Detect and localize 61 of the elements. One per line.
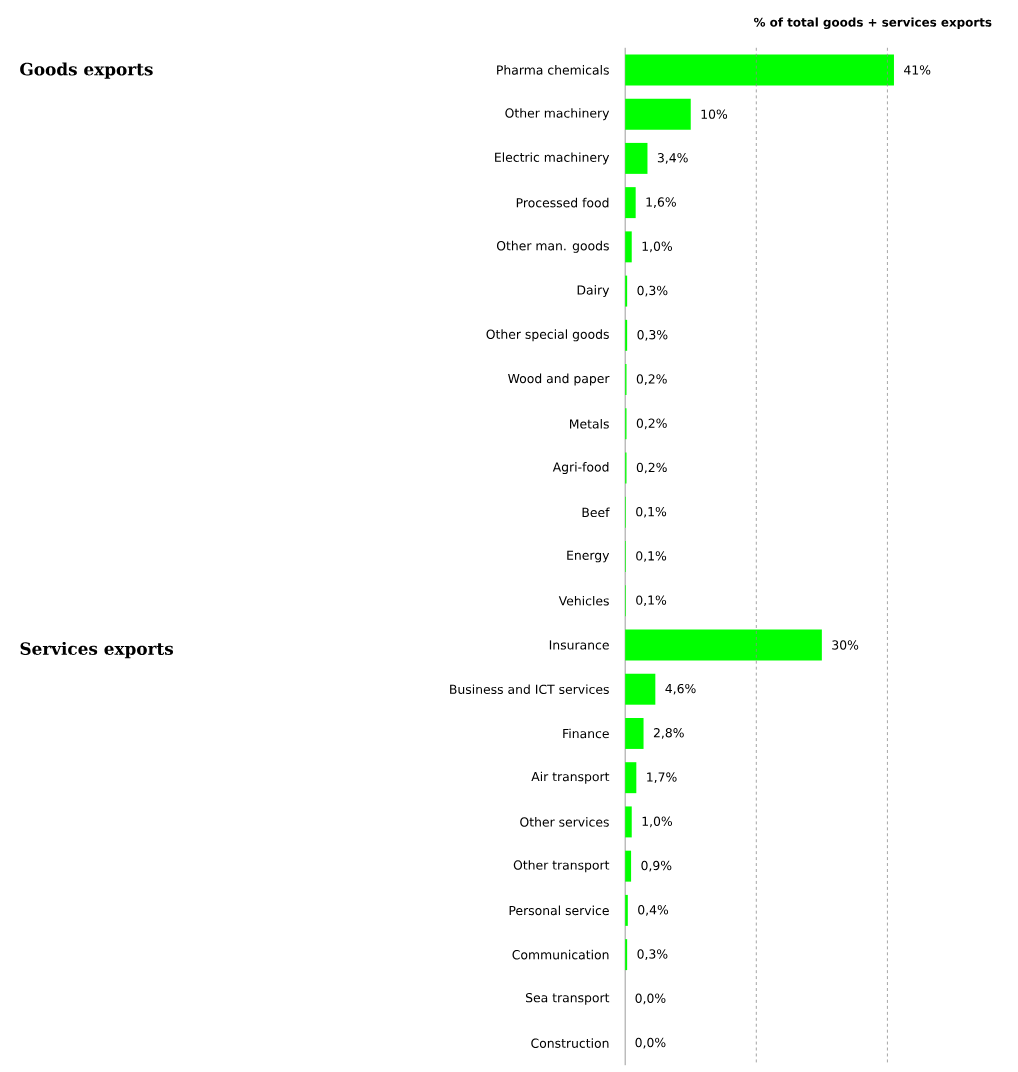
text: Goods exports [19,62,153,79]
bar [625,231,632,263]
data-label: 2,8% [653,728,684,739]
y-tick-label: Sea transport [525,992,609,1005]
data-label: 0,4% [637,905,668,916]
y-tick-label: Other special goods [486,329,609,342]
y-tick-label: Construction [531,1038,609,1048]
data-label: 0,1% [635,595,666,607]
y-tick-label: Agri-food [552,462,609,475]
data-label: 4,6% [665,683,696,695]
bar [625,629,822,661]
data-label: 0,9% [641,860,672,872]
y-tick-label: Beef [582,507,610,518]
data-label: 0,0% [635,993,666,1005]
data-label: 0,2% [636,462,667,474]
data-label: 0,3% [637,330,668,341]
bar [625,894,628,926]
y-tick-label: Processed food [516,197,609,208]
bar [625,98,691,130]
data-label: 10% [701,109,727,119]
y-tick-label: Other services [519,817,609,827]
text: Services exports [20,641,173,659]
data-label: 30% [832,640,858,650]
y-tick-label: Other man. goods [496,240,609,253]
bar [625,850,631,882]
y-tick-label: Vehicles [558,595,609,606]
chart-title: % of total goods + services exports [753,17,992,30]
data-label: 41% [903,65,931,75]
y-tick-label: Pharma chemicals [496,65,609,75]
y-tick-label: Metals [569,419,609,429]
bar [625,54,894,86]
data-label: 1,0% [642,241,672,253]
y-tick-label: Electric machinery [494,152,609,165]
y-tick-label: Insurance [549,640,609,650]
data-label: 1,7% [646,772,677,784]
data-label: 1,0% [642,816,672,828]
bar [625,187,636,219]
bar [625,762,637,794]
y-tick-label: Other machinery [505,108,609,121]
y-tick-label: Air transport [531,771,609,784]
data-label: 0,2% [636,418,667,430]
data-label: 3,4% [657,153,688,164]
bar [625,673,656,705]
bar [625,806,632,838]
y-tick-label: Wood and paper [507,373,610,386]
bar [625,717,644,749]
y-tick-label: Business and ICT services [449,684,609,695]
data-label: 0,0% [635,1037,666,1049]
y-tick-label: Finance [563,728,609,739]
y-tick-label: Other transport [513,860,609,873]
y-tick-label: Dairy [577,285,609,298]
data-label: 0,3% [637,949,668,960]
bar [625,142,648,174]
data-label: 0,1% [635,551,666,562]
y-tick-label: Energy [567,550,609,563]
data-label: 0,2% [636,374,667,385]
y-tick-label: Personal service [509,905,609,916]
data-label: 0,1% [635,506,666,518]
y-tick-label: Communication [512,949,609,960]
data-label: 0,3% [637,285,668,297]
data-label: 1,6% [646,197,676,208]
